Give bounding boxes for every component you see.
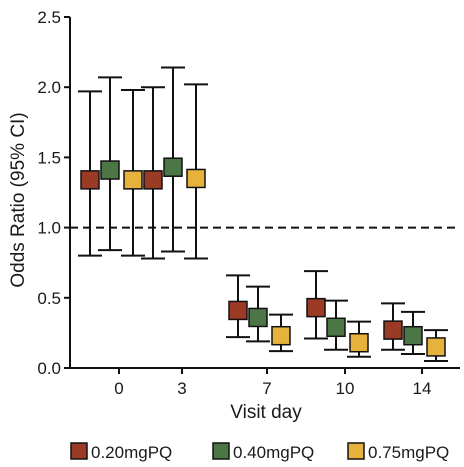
data-layer bbox=[78, 66, 448, 362]
data-point bbox=[326, 317, 346, 338]
data-point bbox=[306, 297, 326, 318]
data-point bbox=[271, 325, 291, 346]
y-tick-label: 1.5 bbox=[37, 148, 61, 167]
data-point bbox=[80, 170, 100, 190]
legend-swatch bbox=[347, 442, 365, 460]
y-axis-title: Odds Ratio (95% CI) bbox=[8, 112, 29, 287]
legend: 0.20mgPQ 0.40mgPQ 0.75mgPQ bbox=[70, 442, 449, 462]
data-point bbox=[383, 320, 403, 340]
x-tick-label: 14 bbox=[413, 379, 432, 398]
legend-swatch bbox=[70, 442, 88, 460]
legend-label: 0.20mgPQ bbox=[91, 443, 172, 462]
x-tick-label: 7 bbox=[262, 379, 271, 398]
x-tick-label: 10 bbox=[336, 379, 355, 398]
data-point bbox=[143, 170, 163, 190]
data-point bbox=[403, 325, 423, 346]
legend-label: 0.75mgPQ bbox=[368, 443, 449, 462]
data-point bbox=[186, 168, 206, 189]
x-tick-label: 0 bbox=[114, 379, 123, 398]
y-tick-label: 2.0 bbox=[37, 78, 61, 97]
data-point bbox=[100, 160, 120, 180]
data-point bbox=[163, 157, 183, 177]
x-tick-label: 3 bbox=[177, 379, 186, 398]
y-tick-label: 0.5 bbox=[37, 289, 61, 308]
data-point bbox=[228, 300, 248, 321]
data-point bbox=[349, 332, 369, 353]
y-tick-label: 1.0 bbox=[37, 219, 61, 238]
y-tick-label: 2.5 bbox=[37, 8, 61, 27]
y-tick-label: 0.0 bbox=[37, 359, 61, 378]
axes-layer: 0.0 0.5 1.0 1.5 2.0 2.5 0 3 7 10 14 bbox=[37, 8, 460, 398]
data-point bbox=[426, 337, 446, 357]
data-point bbox=[123, 170, 143, 190]
data-point bbox=[248, 307, 268, 328]
x-axis-title: Visit day bbox=[230, 402, 302, 423]
legend-swatch bbox=[212, 442, 230, 460]
legend-label: 0.40mgPQ bbox=[233, 443, 314, 462]
